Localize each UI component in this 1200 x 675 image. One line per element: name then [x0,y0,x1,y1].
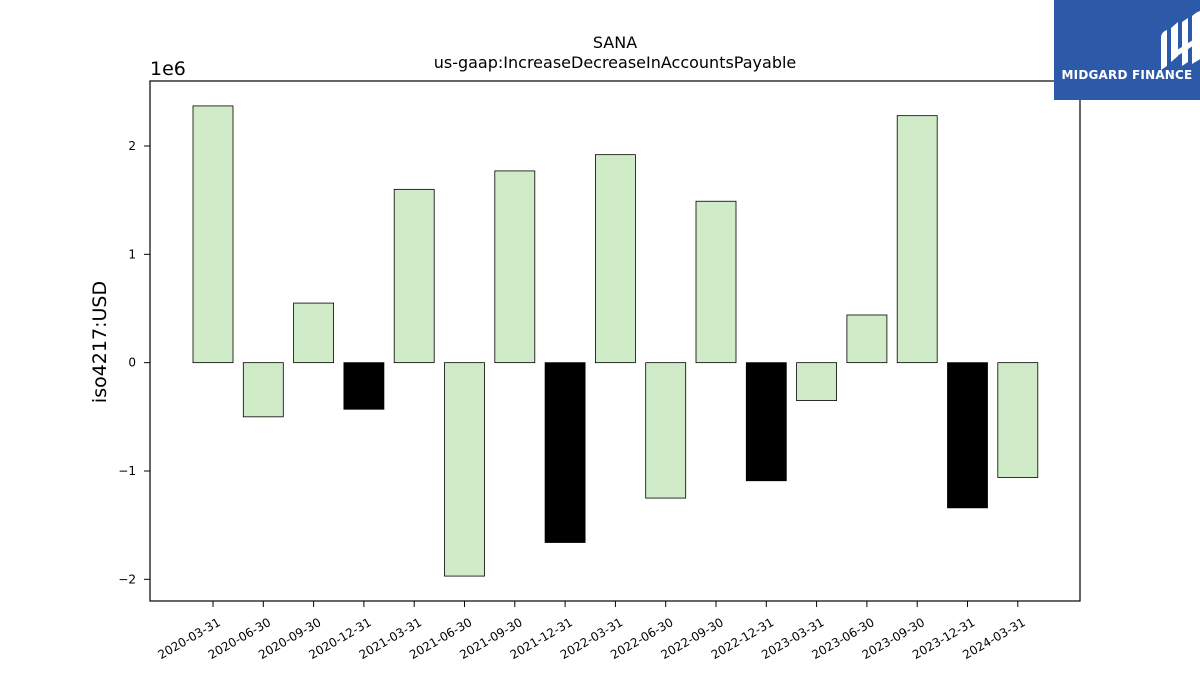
bar-2021-03-31 [393,188,435,364]
bar-2021-09-30 [494,170,536,364]
y-ticks-layer: −2 −1 0 1 2 [118,139,150,586]
y-tick-label: 0 [128,356,136,370]
chart-title: SANA [593,33,637,52]
bar-2022-09-30 [695,200,737,364]
bar-2022-12-31 [745,362,787,482]
plot-frame [149,80,1081,602]
bar-2023-09-30 [896,115,938,364]
bar-2023-12-31 [947,362,988,509]
bar-2021-12-31 [544,362,586,543]
bar-2022-03-31 [595,154,636,364]
y-tick-label: −1 [118,464,136,478]
bar-2020-09-30 [293,302,335,364]
bar-2021-06-30 [444,362,485,577]
y-tick-label: 2 [128,139,136,153]
bar-2020-03-31 [192,105,234,364]
bar-2020-12-31 [343,362,385,410]
y-tick-label: 1 [128,247,136,261]
bars-layer [192,105,1039,577]
bar-2023-03-31 [796,362,837,401]
y-offset-label: 1e6 [150,58,186,80]
y-tick-label: −2 [118,572,136,586]
midgard-finance-logo: MIDGARD FINANCE [1054,0,1200,100]
logo-text: MIDGARD FINANCE [1061,68,1193,82]
chart-subtitle: us-gaap:IncreaseDecreaseInAccountsPayabl… [434,53,797,72]
y-axis-label: iso4217:USD [89,281,111,403]
bar-2022-06-30 [645,362,687,499]
bar-2023-06-30 [846,314,888,364]
x-ticks-layer: 2020-03-312020-06-302020-09-302020-12-31… [155,601,1028,662]
bar-2024-03-31 [997,362,1039,478]
bar-2020-06-30 [242,362,284,418]
midgard-logo-icon [1161,11,1200,70]
